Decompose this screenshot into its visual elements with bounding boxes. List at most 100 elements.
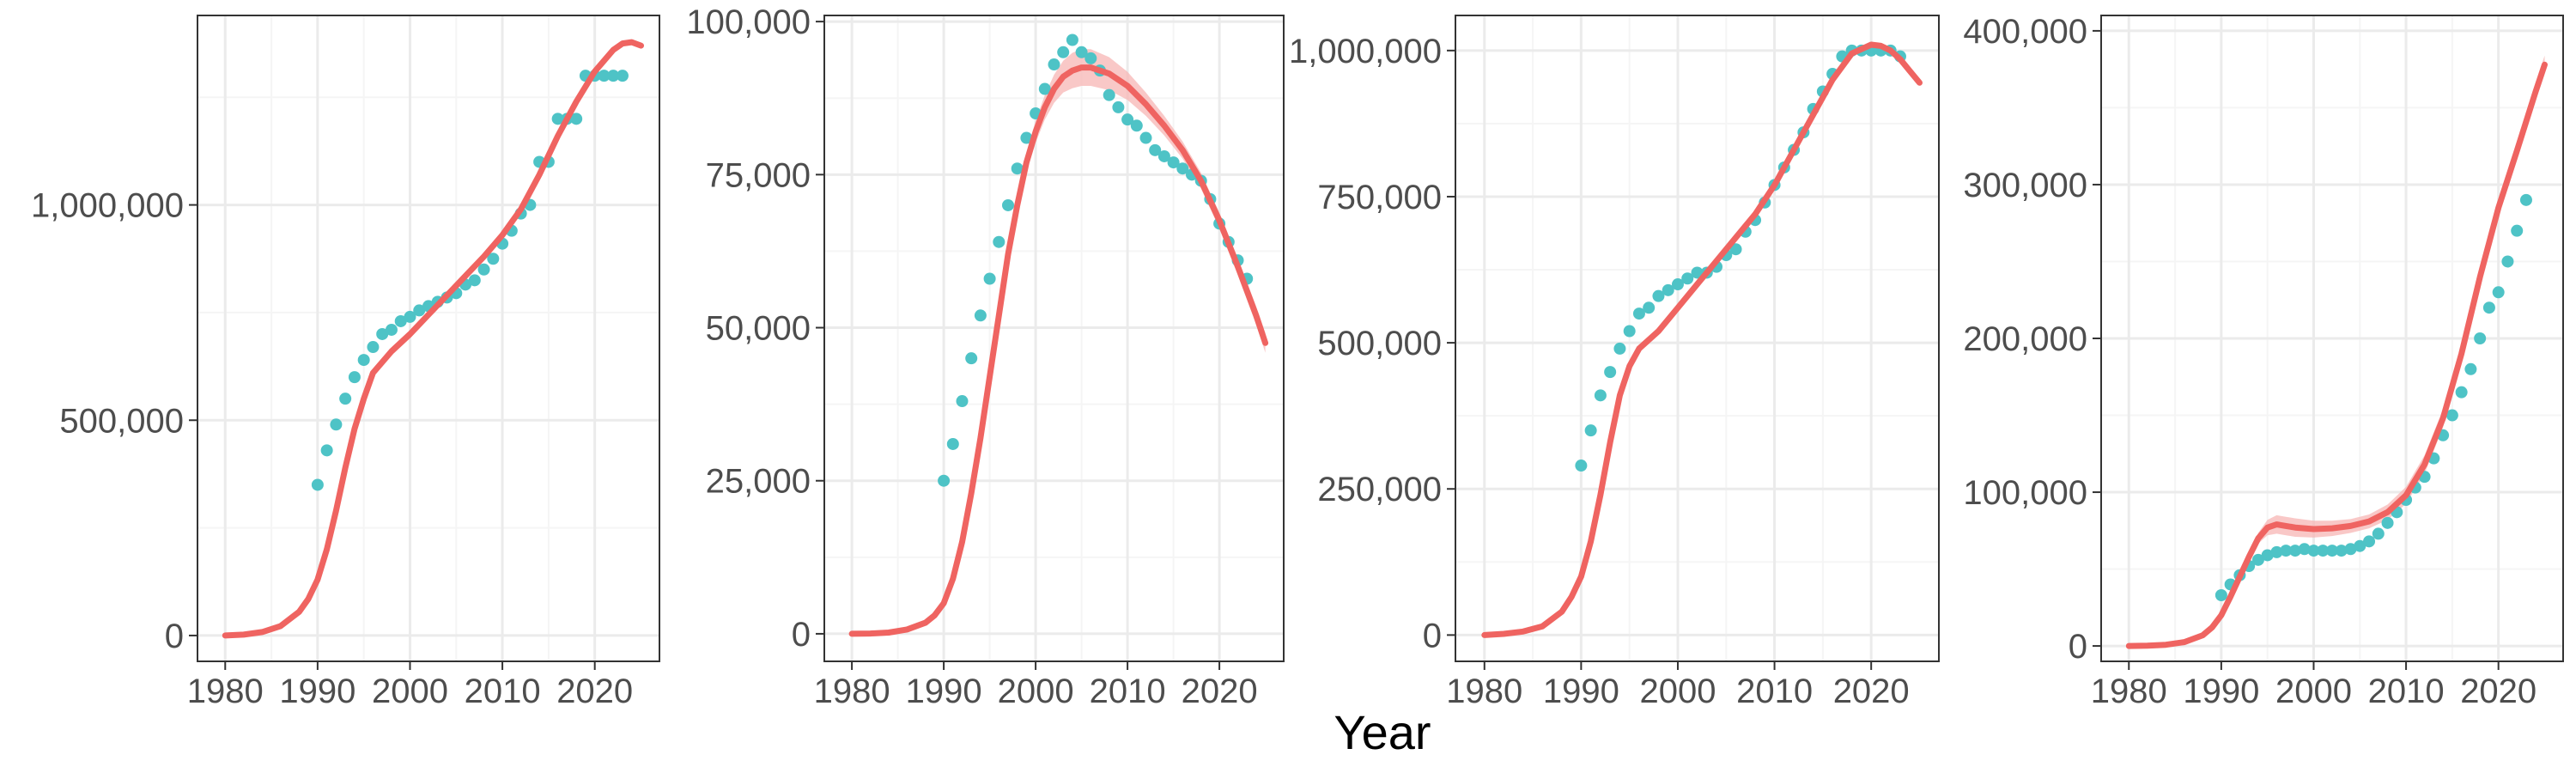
- data-point: [320, 444, 333, 457]
- data-point: [551, 113, 564, 125]
- data-point: [2501, 255, 2514, 268]
- chart-panel-1: 1980 1990 2000 2010 2020 0 500,000 1,000,000: [31, 15, 660, 710]
- y-tick-label: 100,000: [686, 3, 811, 41]
- y-tick-label: 750,000: [1317, 179, 1442, 216]
- data-point: [2492, 286, 2505, 299]
- y-tick-label: 200,000: [1963, 320, 2087, 358]
- data-point: [2270, 545, 2283, 558]
- fit-line: [222, 39, 644, 639]
- y-tick-label: 75,000: [706, 156, 811, 194]
- y-tick-label: 50,000: [706, 310, 811, 348]
- data-point: [1066, 33, 1078, 46]
- data-point: [2288, 545, 2301, 557]
- data-point: [2511, 224, 2524, 237]
- data-point: [983, 272, 996, 285]
- data-point: [1002, 198, 1014, 211]
- data-point: [607, 70, 620, 82]
- data-point: [1176, 162, 1189, 175]
- data-point: [2298, 543, 2311, 556]
- data-point: [1594, 389, 1607, 402]
- data-point: [1149, 143, 1162, 156]
- data-point: [616, 70, 629, 82]
- y-tick-label: 500,000: [1317, 325, 1442, 362]
- data-point: [1729, 243, 1742, 256]
- panels: 1980 1990 2000 2010 2020 0 500,000 1,000,000 198…: [31, 3, 2564, 710]
- data-point: [2482, 301, 2495, 314]
- data-point: [965, 352, 978, 365]
- data-point: [394, 314, 407, 327]
- fit-line: [1481, 41, 1923, 638]
- data-point: [477, 263, 490, 276]
- data-point: [1652, 289, 1665, 302]
- x-tick-label: 2000: [1639, 673, 1716, 710]
- data-point: [2317, 545, 2330, 557]
- data-point: [1604, 366, 1617, 379]
- y-tick-label: 400,000: [1963, 13, 2087, 51]
- data-point: [2215, 589, 2227, 602]
- x-tick-label: 2010: [465, 673, 541, 710]
- data-point: [2307, 545, 2320, 557]
- data-point: [1613, 342, 1626, 355]
- panel-border: [823, 15, 1285, 662]
- data-point: [468, 274, 481, 287]
- panel-background: [1455, 15, 1939, 661]
- data-point: [330, 418, 343, 431]
- data-point: [348, 371, 361, 384]
- data-point: [1075, 46, 1088, 58]
- panel-background: [824, 15, 1284, 661]
- panel-background: [197, 15, 659, 661]
- x-tick-label: 1990: [279, 673, 355, 710]
- data-point: [1671, 278, 1684, 291]
- data-point: [1038, 82, 1051, 95]
- data-point: [413, 304, 426, 317]
- y-tick-label: 1,000,000: [31, 187, 184, 225]
- x-tick-label: 1990: [906, 673, 982, 710]
- chart-panel-3: 1980 1990 2000 2010 2020 0 250,000 500,000 750,0…: [1289, 15, 1940, 710]
- data-point: [1121, 113, 1134, 126]
- data-point: [956, 395, 969, 408]
- data-point: [2363, 535, 2376, 548]
- data-point: [2326, 545, 2338, 557]
- x-tick-label: 2010: [2368, 673, 2445, 710]
- data-point: [1167, 156, 1180, 169]
- data-point: [1643, 301, 1656, 314]
- x-tick-label: 1980: [814, 673, 890, 710]
- data-point: [2474, 332, 2487, 344]
- data-point: [311, 478, 324, 491]
- data-point: [2372, 527, 2385, 540]
- data-point: [385, 323, 398, 336]
- data-point: [2344, 543, 2357, 556]
- fit-line: [848, 64, 1269, 637]
- data-point: [570, 113, 583, 125]
- x-tick-label: 2000: [2275, 673, 2352, 710]
- y-tick-label: 0: [1423, 617, 1442, 654]
- data-point: [2381, 516, 2394, 529]
- y-tick-label: 0: [2069, 628, 2087, 666]
- y-tick-label: 0: [165, 618, 184, 655]
- data-point: [1130, 119, 1143, 132]
- x-tick-label: 1990: [1543, 673, 1619, 710]
- data-point: [2335, 545, 2348, 557]
- data-point: [339, 393, 352, 405]
- data-point: [2445, 409, 2458, 422]
- x-tick-label: 2020: [1833, 673, 1910, 710]
- x-tick-label: 2020: [2460, 673, 2537, 710]
- x-tick-label: 2010: [1090, 673, 1166, 710]
- data-point: [2280, 545, 2293, 557]
- data-point: [2354, 539, 2366, 552]
- data-point: [1103, 88, 1115, 101]
- x-tick-label: 2020: [1182, 673, 1258, 710]
- data-point: [376, 327, 389, 340]
- x-axis-label: Year: [1334, 705, 1431, 759]
- x-tick-label: 2000: [998, 673, 1074, 710]
- x-tick-label: 1980: [1446, 673, 1522, 710]
- data-point: [598, 70, 611, 82]
- data-point: [1691, 266, 1704, 279]
- x-tick-label: 2000: [372, 673, 448, 710]
- data-point: [1112, 100, 1125, 113]
- data-point: [1623, 325, 1636, 338]
- data-point: [487, 253, 500, 265]
- x-tick-label: 2010: [1736, 673, 1813, 710]
- data-point: [1057, 46, 1070, 58]
